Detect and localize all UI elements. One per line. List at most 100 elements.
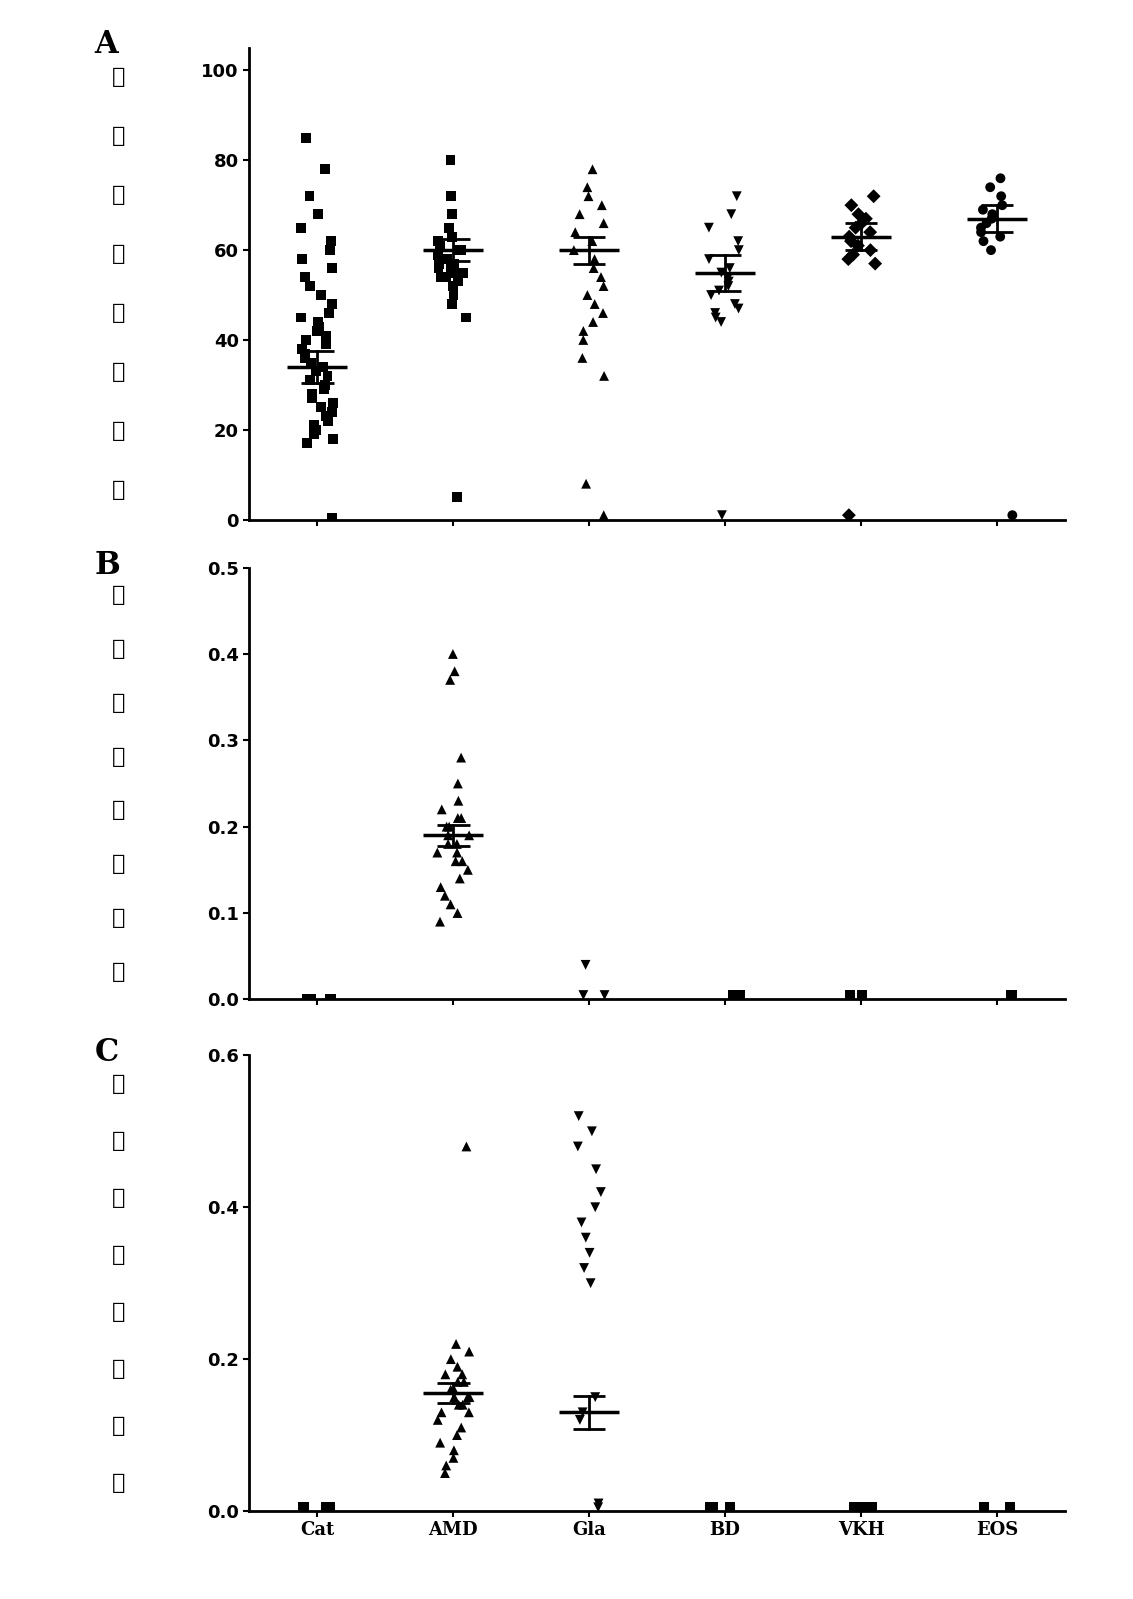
Point (309, 201, 327, 227)
Point (574, 328, 593, 353)
Point (582, 1119, 600, 1145)
Point (586, 246, 604, 272)
Point (297, 264, 315, 289)
Point (726, 291, 744, 317)
Point (297, 328, 315, 353)
Point (704, 1495, 722, 1521)
Point (298, 430, 316, 456)
Point (842, 192, 860, 217)
Point (853, 1495, 871, 1521)
Point (452, 745, 470, 771)
Point (585, 256, 603, 281)
Point (581, 1270, 599, 1295)
Point (296, 345, 314, 371)
Point (309, 309, 327, 334)
Point (445, 1438, 463, 1463)
Point (307, 358, 325, 384)
Point (846, 214, 864, 240)
Point (972, 214, 990, 240)
Point (586, 1194, 604, 1220)
Point (853, 982, 871, 1007)
Point (448, 1330, 466, 1356)
Point (730, 229, 748, 254)
Point (292, 336, 310, 361)
Point (437, 246, 455, 272)
Point (444, 641, 462, 667)
Point (445, 1377, 463, 1402)
Point (442, 147, 460, 173)
Point (436, 1460, 454, 1485)
Point (317, 331, 335, 357)
Point (840, 246, 858, 272)
Point (571, 201, 589, 227)
Point (570, 1103, 588, 1129)
Point (449, 806, 467, 831)
Point (595, 363, 613, 389)
Point (566, 219, 585, 245)
Point (449, 1354, 467, 1380)
Point (981, 174, 999, 200)
Point (448, 484, 466, 510)
Text: 杆: 杆 (112, 801, 126, 820)
Text: A: A (94, 29, 118, 61)
Point (861, 219, 879, 245)
Point (591, 1180, 610, 1206)
Point (861, 237, 879, 262)
Point (297, 987, 315, 1012)
Point (313, 395, 331, 421)
Point (428, 1407, 446, 1433)
Point (857, 206, 875, 232)
Point (301, 273, 320, 299)
Point (300, 184, 318, 209)
Point (457, 305, 475, 331)
Text: 酸: 酸 (112, 245, 126, 264)
Point (974, 197, 993, 222)
Text: 杆: 杆 (112, 304, 126, 323)
Point (452, 806, 470, 831)
Point (849, 233, 867, 259)
Point (574, 982, 593, 1007)
Point (323, 505, 341, 531)
Point (583, 309, 602, 334)
Point (444, 273, 462, 299)
Point (321, 987, 339, 1012)
Point (972, 219, 990, 245)
Point (448, 1423, 466, 1449)
Text: 丰: 丰 (112, 421, 126, 441)
Point (442, 256, 460, 281)
Point (428, 241, 446, 267)
Point (974, 1495, 993, 1521)
Point (586, 291, 604, 317)
Point (444, 283, 462, 309)
Text: C: C (94, 1038, 119, 1068)
Point (706, 301, 724, 326)
Point (842, 229, 860, 254)
Point (300, 987, 318, 1012)
Point (719, 264, 738, 289)
Point (577, 1225, 595, 1250)
Point (840, 502, 858, 528)
Point (576, 1255, 594, 1281)
Point (297, 125, 315, 150)
Point (322, 987, 340, 1012)
Point (712, 309, 730, 334)
Point (730, 237, 748, 262)
Point (442, 1346, 460, 1372)
Point (433, 1399, 451, 1425)
Text: 地: 地 (112, 585, 126, 604)
Point (443, 291, 461, 317)
Point (305, 422, 323, 448)
Point (458, 1134, 476, 1159)
Text: 孢: 孢 (112, 1244, 126, 1265)
Point (577, 951, 595, 977)
Point (308, 318, 326, 344)
Point (730, 296, 748, 321)
Point (442, 184, 460, 209)
Point (850, 201, 868, 227)
Text: 孢: 孢 (112, 747, 126, 766)
Point (1003, 502, 1021, 528)
Point (580, 1241, 598, 1266)
Point (323, 291, 341, 317)
Point (460, 1385, 478, 1410)
Text: 度: 度 (112, 1473, 126, 1492)
